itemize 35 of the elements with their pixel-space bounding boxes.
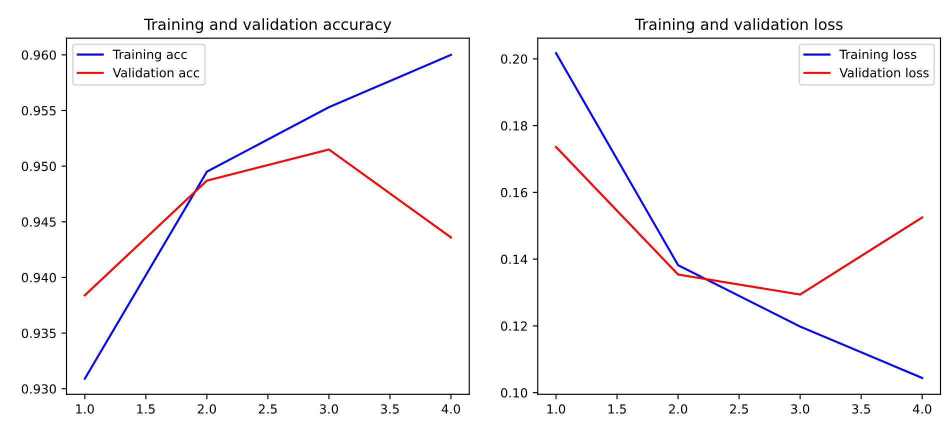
y-tick-label: 0.940 xyxy=(22,272,56,282)
legend-label: Training loss xyxy=(839,49,916,62)
y-tick-label: 0.955 xyxy=(22,106,56,116)
y-tick-label: 0.930 xyxy=(22,384,56,394)
line-series xyxy=(555,146,924,296)
x-tick-label: 1.0 xyxy=(547,404,566,414)
y-tick-label: 0.935 xyxy=(22,328,56,338)
x-tick-label: 3.0 xyxy=(791,404,810,414)
x-tick-label: 3.0 xyxy=(320,404,338,414)
y-tick-label: 0.960 xyxy=(22,50,56,60)
x-tick-label: 1.0 xyxy=(76,404,94,414)
y-tick-label: 0.10 xyxy=(501,388,528,398)
chart-title: Training and validation accuracy xyxy=(144,18,392,34)
x-tick-label: 2.0 xyxy=(669,404,688,414)
y-tick-label: 0.20 xyxy=(501,54,528,64)
y-tick-label: 0.14 xyxy=(501,254,528,264)
chart-title: Training and validation loss xyxy=(634,18,843,34)
x-tick-label: 4.0 xyxy=(912,404,932,414)
x-tick-label: 1.5 xyxy=(137,404,155,414)
x-tick-label: 2.5 xyxy=(258,404,277,414)
legend-label: Training acc xyxy=(112,49,187,62)
y-tick-label: 0.16 xyxy=(501,188,528,198)
x-tick-label: 3.5 xyxy=(380,404,399,414)
y-tick-label: 0.945 xyxy=(22,217,56,227)
legend-label: Validation loss xyxy=(840,68,929,78)
x-tick-label: 3.5 xyxy=(852,404,870,414)
x-tick-label: 4.0 xyxy=(442,404,460,414)
y-tick-label: 0.18 xyxy=(501,121,528,131)
x-tick-label: 2.5 xyxy=(730,404,748,414)
x-tick-label: 1.5 xyxy=(608,404,626,414)
legend-label: Validation acc xyxy=(112,68,200,78)
line-series xyxy=(84,148,452,296)
y-tick-label: 0.12 xyxy=(501,321,527,331)
y-tick-label: 0.950 xyxy=(22,162,56,172)
x-tick-label: 2.0 xyxy=(198,404,216,414)
